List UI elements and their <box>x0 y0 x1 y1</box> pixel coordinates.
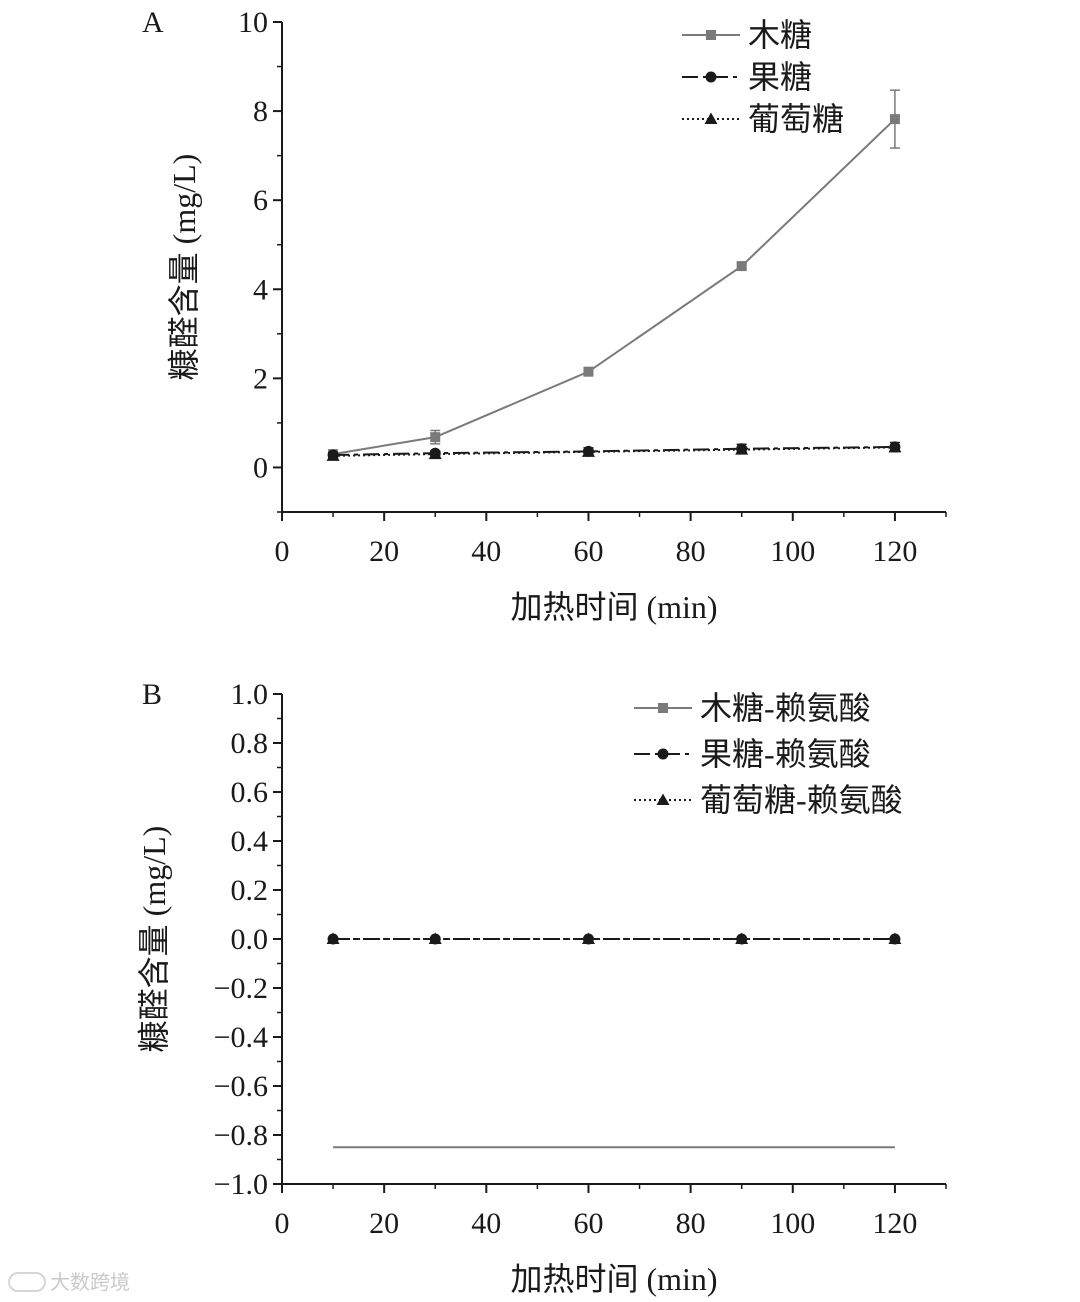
series-1 <box>328 89 900 460</box>
y-tick-label: 0.8 <box>231 727 269 760</box>
panel-label: B <box>142 678 162 711</box>
x-tick-label: 40 <box>471 535 501 568</box>
y-tick-label: 0.2 <box>231 874 269 907</box>
watermark-text: 大数跨境 <box>50 1270 130 1294</box>
legend-label: 果糖 <box>748 59 812 95</box>
x-tick-label: 20 <box>369 535 399 568</box>
data-point <box>581 932 595 944</box>
y-tick-label: −0.6 <box>214 1070 268 1103</box>
data-point <box>326 932 340 944</box>
series-3 <box>326 440 902 461</box>
legend-label: 木糖-赖氨酸 <box>700 690 871 726</box>
x-tick-label: 60 <box>573 535 603 568</box>
y-tick-label: 4 <box>253 273 268 306</box>
legend-marker <box>658 703 668 713</box>
data-point <box>581 445 595 457</box>
data-point <box>889 114 900 125</box>
series-line <box>333 446 895 457</box>
x-tick-label: 100 <box>770 535 815 568</box>
y-tick-label: 0 <box>253 451 268 484</box>
legend-marker <box>656 793 670 805</box>
y-tick-label: 0.6 <box>231 776 269 809</box>
panel-label: A <box>142 6 164 39</box>
x-tick-label: 60 <box>573 1207 603 1240</box>
watermark: 大数跨境 <box>8 1266 130 1295</box>
data-point <box>430 432 441 443</box>
data-point <box>583 366 594 377</box>
y-tick-label: 0.0 <box>231 923 269 956</box>
y-tick-label: −0.8 <box>214 1119 268 1152</box>
data-point <box>888 440 902 453</box>
x-tick-label: 0 <box>275 535 290 568</box>
legend-marker <box>705 71 717 83</box>
data-point <box>428 932 442 944</box>
legend-marker <box>706 30 716 40</box>
data-point <box>428 447 442 460</box>
x-axis-title: 加热时间 (min) <box>510 589 717 625</box>
legend-label: 木糖 <box>748 17 812 53</box>
data-point <box>735 932 749 944</box>
y-tick-label: 2 <box>253 362 268 395</box>
data-point <box>326 449 340 461</box>
data-point <box>735 443 749 455</box>
y-tick-label: 6 <box>253 184 268 217</box>
x-tick-label: 100 <box>770 1207 815 1240</box>
legend-label: 葡萄糖-赖氨酸 <box>700 782 903 818</box>
y-tick-label: −1.0 <box>214 1168 268 1201</box>
y-tick-label: 10 <box>238 6 268 39</box>
x-tick-label: 0 <box>275 1207 290 1240</box>
y-axis-title: 糠醛含量 (mg/L) <box>166 154 202 381</box>
series-3 <box>326 932 902 944</box>
chart-panel-b: B 0 20 40 60 80 100 120 −1.0 −0.8 −0.6 −0.4 −0.2 0.0 0… <box>136 678 947 1297</box>
y-axis-title: 糠醛含量 (mg/L) <box>136 826 172 1053</box>
x-tick-label: 80 <box>676 535 706 568</box>
x-axis-title: 加热时间 (min) <box>510 1261 717 1297</box>
data-point <box>888 932 902 944</box>
chart-panel-a: A 0 20 40 60 80 100 120 0 2 4 6 8 10 加热时间 (min) 糠醛含量 (m… <box>142 6 947 625</box>
x-tick-label: 20 <box>369 1207 399 1240</box>
y-tick-label: −0.2 <box>214 972 268 1005</box>
legend-marker <box>657 748 669 760</box>
legend-marker <box>704 112 718 124</box>
x-tick-label: 40 <box>471 1207 501 1240</box>
series-line <box>332 118 896 456</box>
y-tick-label: 0.4 <box>231 825 269 858</box>
y-tick-label: −0.4 <box>214 1021 268 1054</box>
legend-label: 葡萄糖 <box>748 101 844 137</box>
x-tick-label: 120 <box>872 535 917 568</box>
x-tick-label: 120 <box>872 1207 917 1240</box>
data-point <box>736 261 747 272</box>
y-tick-label: 1.0 <box>231 678 269 711</box>
y-tick-label: 8 <box>253 95 268 128</box>
weibo-icon <box>8 1272 46 1292</box>
legend-label: 果糖-赖氨酸 <box>700 736 871 772</box>
x-tick-label: 80 <box>676 1207 706 1240</box>
